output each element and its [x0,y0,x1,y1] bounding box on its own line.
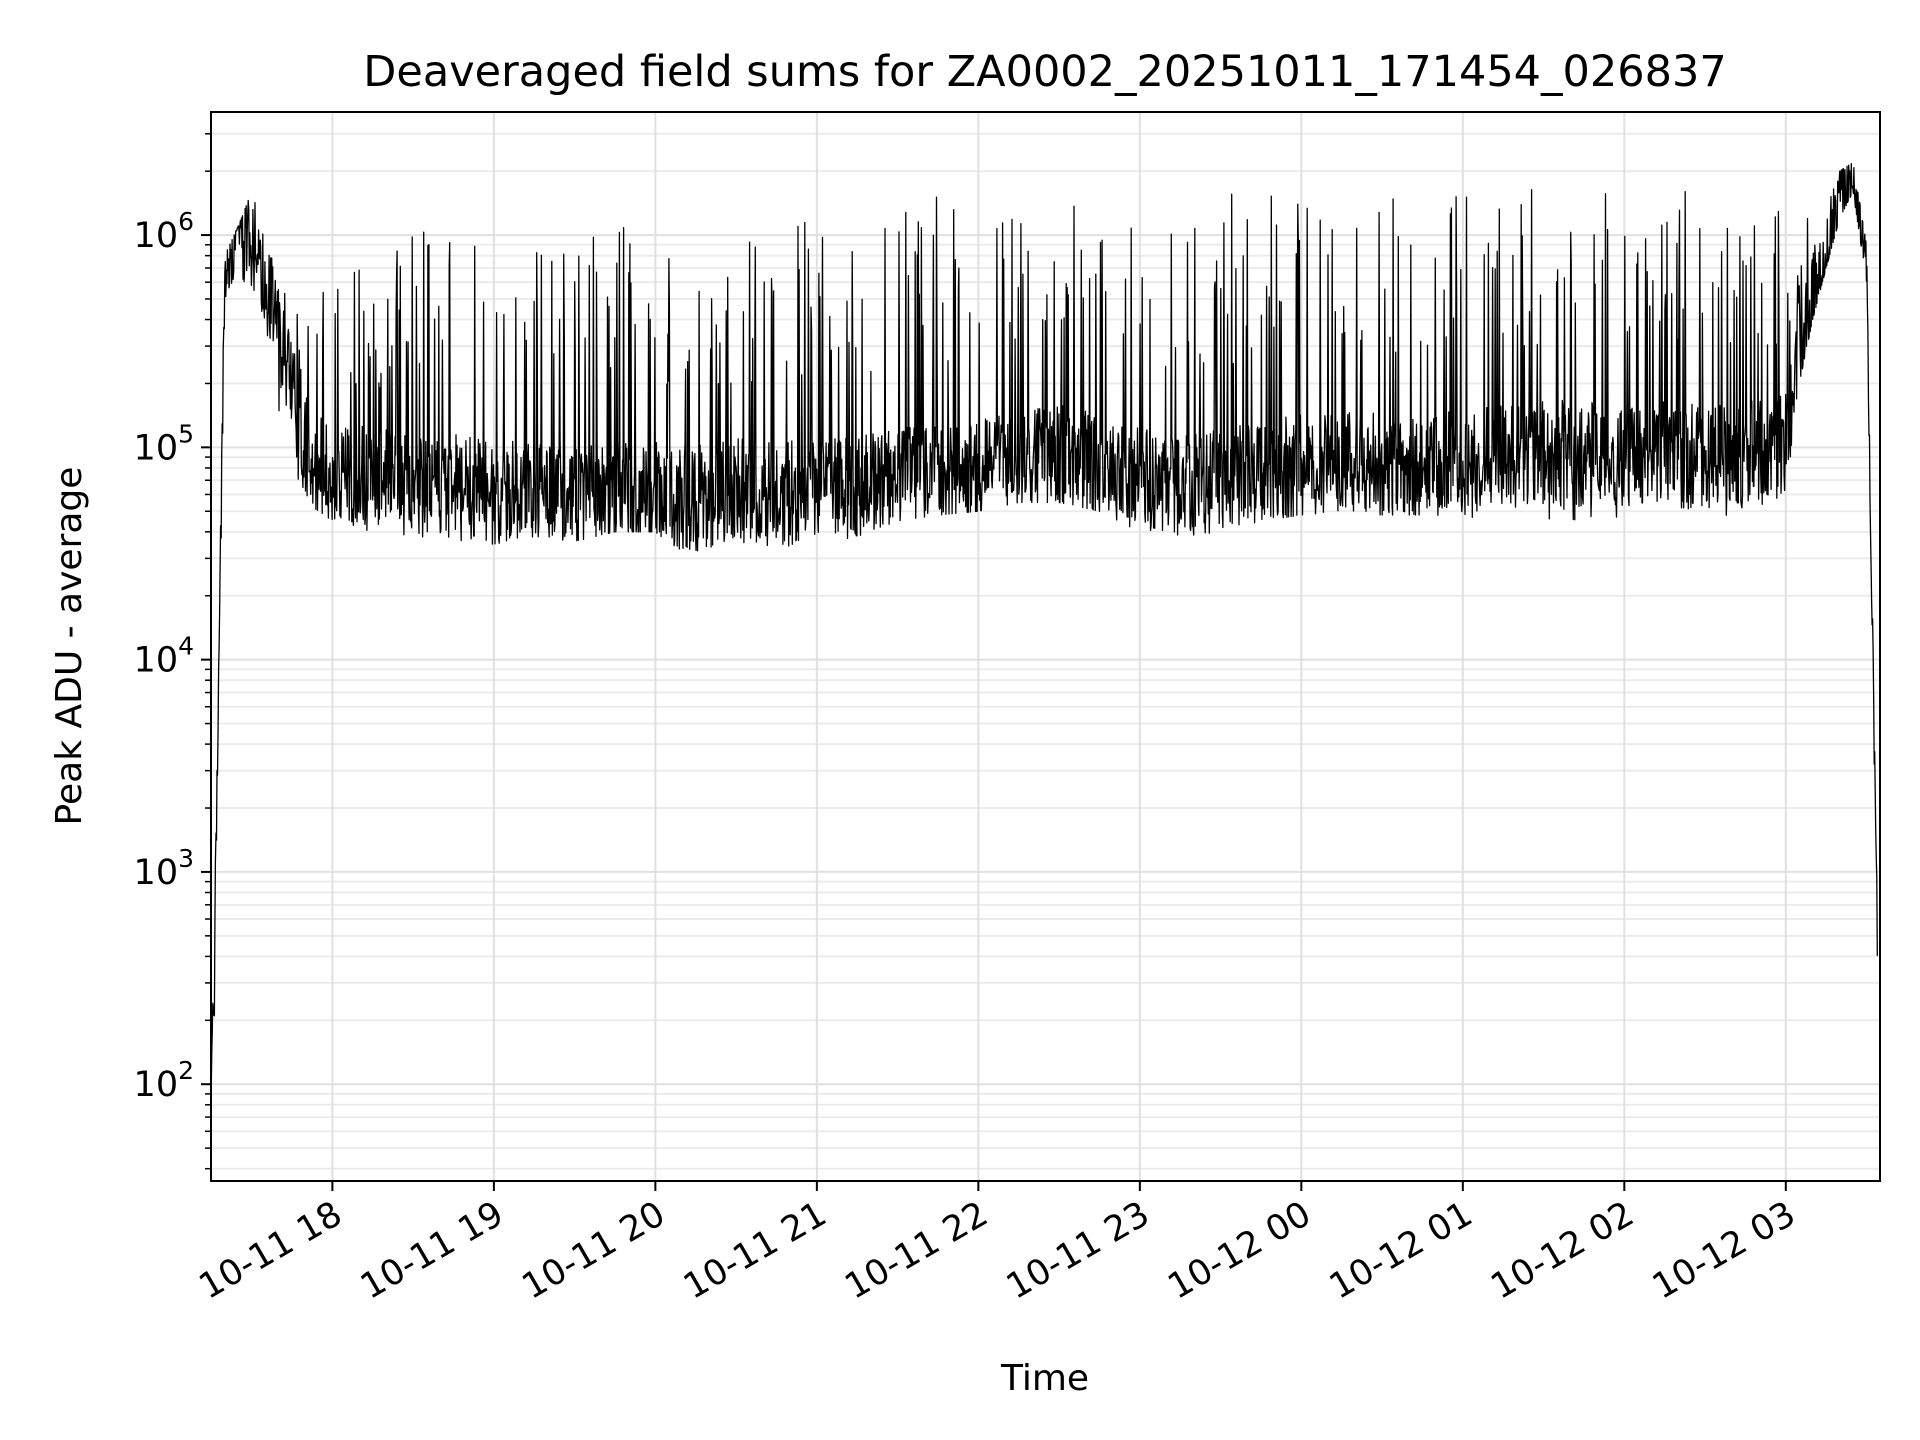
series-line [210,162,1878,1085]
y-axis-label: Peak ADU - average [49,467,90,826]
y-tick-label: 102 [134,1056,194,1105]
chart-title: Deaveraged field sums for ZA0002_2025101… [363,47,1726,97]
y-tick-label-base: 10 [134,428,179,468]
y-tick-label-exponent: 5 [178,419,194,448]
x-axis-label: Time [1000,1358,1089,1399]
y-tick-label-exponent: 3 [178,844,194,873]
plot-frame [210,111,1881,1182]
y-tick-label: 103 [134,844,194,893]
plot-area [210,162,1878,1085]
y-tick-label-base: 10 [134,1065,179,1105]
y-tick-label: 106 [134,207,194,256]
y-tick-label-exponent: 6 [178,207,194,236]
y-tick-label-base: 10 [134,853,179,893]
y-tick-label-exponent: 2 [178,1056,194,1085]
y-tick-label: 105 [134,419,194,468]
y-tick-label: 104 [134,632,194,681]
y-tick-label-exponent: 4 [178,632,194,661]
y-tick-label-base: 10 [134,216,179,256]
y-tick-label-base: 10 [134,641,179,681]
